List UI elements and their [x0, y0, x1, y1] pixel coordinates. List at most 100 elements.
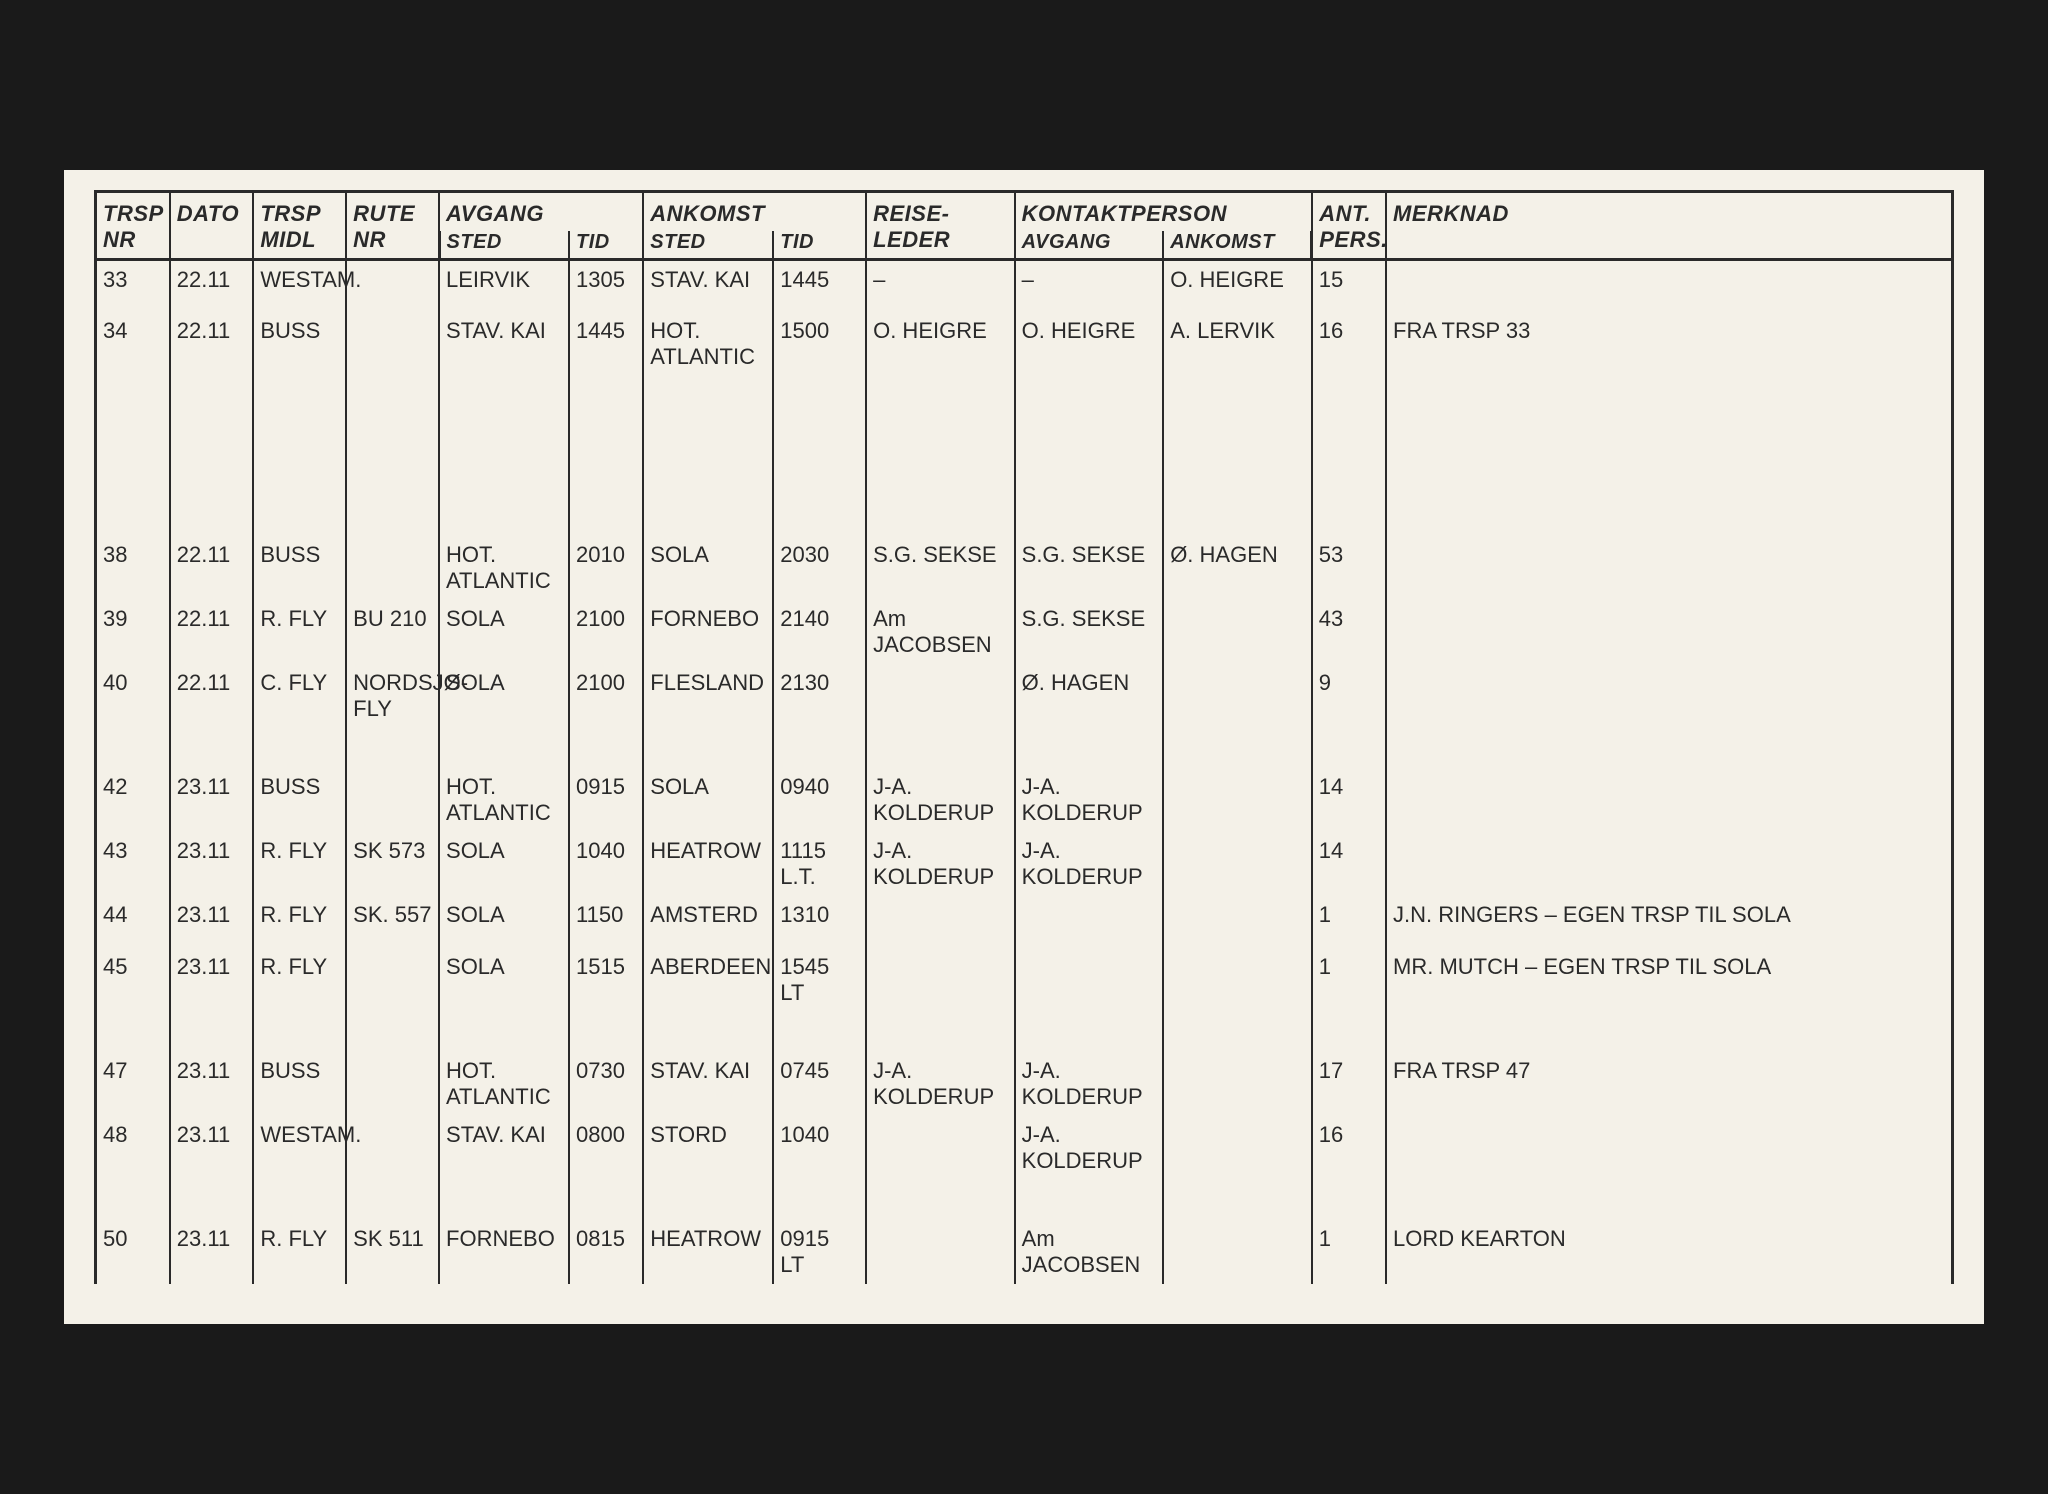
cell-trspnr: 47 — [96, 1052, 170, 1116]
cell-trspnr: 50 — [96, 1220, 170, 1284]
cell-avg-tid: 2010 — [569, 536, 643, 600]
cell-trspmidl: WESTAM. — [253, 260, 346, 312]
cell-avg-sted: SOLA — [439, 832, 569, 896]
cell-avg-sted: HOT. ATLANTIC — [439, 1052, 569, 1116]
cell-rutenr: SK 511 — [346, 1220, 439, 1284]
cell-antpers: 1 — [1312, 948, 1386, 1012]
cell-kontakt-avg: O. HEIGRE — [1015, 312, 1164, 376]
cell-trspnr: 40 — [96, 664, 170, 728]
cell-rutenr: SK 573 — [346, 832, 439, 896]
cell-ank-sted: ABERDEEN — [643, 948, 773, 1012]
cell-ank-sted: HEATROW — [643, 832, 773, 896]
cell-kontakt-ank — [1163, 664, 1312, 728]
cell-merknad — [1386, 768, 1953, 832]
col-header-kontaktperson: KONTAKTPERSON — [1015, 192, 1312, 232]
cell-antpers: 15 — [1312, 260, 1386, 312]
cell-dato: 22.11 — [170, 664, 254, 728]
col-subheader-avg-sted: STED — [439, 231, 569, 260]
cell-ank-sted: SOLA — [643, 768, 773, 832]
cell-kontakt-avg: Am JACOBSEN — [1015, 1220, 1164, 1284]
cell-merknad — [1386, 664, 1953, 728]
cell-ank-tid: 0940 — [773, 768, 866, 832]
cell-reiseleder — [866, 664, 1015, 728]
col-subheader-avg-tid: TID — [569, 231, 643, 260]
cell-avg-sted: HOT. ATLANTIC — [439, 768, 569, 832]
cell-ank-tid: 1445 — [773, 260, 866, 312]
cell-avg-tid: 1305 — [569, 260, 643, 312]
cell-avg-tid: 2100 — [569, 664, 643, 728]
cell-trspnr: 34 — [96, 312, 170, 376]
cell-merknad: J.N. RINGERS – EGEN TRSP TIL SOLA — [1386, 896, 1953, 948]
cell-ank-sted: AMSTERD — [643, 896, 773, 948]
cell-avg-sted: SOLA — [439, 664, 569, 728]
cell-trspnr: 43 — [96, 832, 170, 896]
cell-trspnr: 39 — [96, 600, 170, 664]
cell-rutenr: BU 210 — [346, 600, 439, 664]
table-row — [96, 728, 1953, 768]
cell-ank-sted: STAV. KAI — [643, 1052, 773, 1116]
cell-dato: 23.11 — [170, 768, 254, 832]
table-row: 4523.11R. FLYSOLA1515ABERDEEN1545 LT1MR.… — [96, 948, 1953, 1012]
cell-antpers: 16 — [1312, 1116, 1386, 1180]
cell-reiseleder — [866, 896, 1015, 948]
cell-antpers: 17 — [1312, 1052, 1386, 1116]
cell-ank-tid: 2130 — [773, 664, 866, 728]
cell-trspnr: 38 — [96, 536, 170, 600]
cell-trspmidl: BUSS — [253, 312, 346, 376]
table-row: 4723.11BUSSHOT. ATLANTIC0730STAV. KAI074… — [96, 1052, 1953, 1116]
cell-avg-tid: 2100 — [569, 600, 643, 664]
cell-merknad — [1386, 1116, 1953, 1180]
col-header-dato: DATO — [170, 192, 254, 260]
cell-avg-sted: HOT. ATLANTIC — [439, 536, 569, 600]
cell-reiseleder: Am JACOBSEN — [866, 600, 1015, 664]
table-row — [96, 1180, 1953, 1220]
table-row: 3422.11BUSSSTAV. KAI1445HOT. ATLANTIC150… — [96, 312, 1953, 376]
col-header-ankomst: ANKOMST — [643, 192, 866, 232]
cell-trspnr: 33 — [96, 260, 170, 312]
cell-kontakt-avg: J-A. KOLDERUP — [1015, 832, 1164, 896]
cell-kontakt-ank — [1163, 600, 1312, 664]
table-row: 4823.11WESTAM.STAV. KAI0800STORD1040J-A.… — [96, 1116, 1953, 1180]
cell-ank-sted: HEATROW — [643, 1220, 773, 1284]
cell-trspmidl: BUSS — [253, 768, 346, 832]
cell-ank-tid: 1040 — [773, 1116, 866, 1180]
cell-rutenr: SK. 557 — [346, 896, 439, 948]
col-header-reiseleder: REISE- LEDER — [866, 192, 1015, 260]
cell-ank-sted: STAV. KAI — [643, 260, 773, 312]
cell-ank-tid: 1115 L.T. — [773, 832, 866, 896]
cell-kontakt-avg: S.G. SEKSE — [1015, 600, 1164, 664]
cell-ank-sted: FLESLAND — [643, 664, 773, 728]
cell-kontakt-ank — [1163, 896, 1312, 948]
cell-avg-sted: SOLA — [439, 896, 569, 948]
cell-trspmidl: R. FLY — [253, 948, 346, 1012]
cell-rutenr — [346, 768, 439, 832]
cell-antpers: 14 — [1312, 832, 1386, 896]
cell-avg-sted: STAV. KAI — [439, 312, 569, 376]
cell-reiseleder: J-A. KOLDERUP — [866, 768, 1015, 832]
cell-kontakt-ank — [1163, 768, 1312, 832]
cell-trspnr: 48 — [96, 1116, 170, 1180]
cell-merknad: MR. MUTCH – EGEN TRSP TIL SOLA — [1386, 948, 1953, 1012]
col-header-trspnr: TRSP NR — [96, 192, 170, 260]
cell-ank-tid: 2030 — [773, 536, 866, 600]
table-row: 4223.11BUSSHOT. ATLANTIC0915SOLA0940J-A.… — [96, 768, 1953, 832]
cell-trspmidl: BUSS — [253, 1052, 346, 1116]
cell-kontakt-ank: O. HEIGRE — [1163, 260, 1312, 312]
cell-dato: 22.11 — [170, 600, 254, 664]
cell-avg-tid: 1445 — [569, 312, 643, 376]
cell-trspnr: 42 — [96, 768, 170, 832]
cell-reiseleder — [866, 1220, 1015, 1284]
cell-merknad — [1386, 600, 1953, 664]
cell-avg-sted: FORNEBO — [439, 1220, 569, 1284]
cell-reiseleder: – — [866, 260, 1015, 312]
table-row — [96, 376, 1953, 536]
transport-schedule-table: TRSP NR DATO TRSP MIDL RUTE NR AVGANG AN… — [94, 190, 1954, 1284]
col-header-avgang: AVGANG — [439, 192, 643, 232]
cell-kontakt-avg: J-A. KOLDERUP — [1015, 1116, 1164, 1180]
cell-trspnr: 45 — [96, 948, 170, 1012]
cell-rutenr — [346, 312, 439, 376]
cell-kontakt-ank — [1163, 1220, 1312, 1284]
cell-reiseleder: J-A. KOLDERUP — [866, 832, 1015, 896]
cell-rutenr — [346, 1052, 439, 1116]
cell-merknad — [1386, 536, 1953, 600]
